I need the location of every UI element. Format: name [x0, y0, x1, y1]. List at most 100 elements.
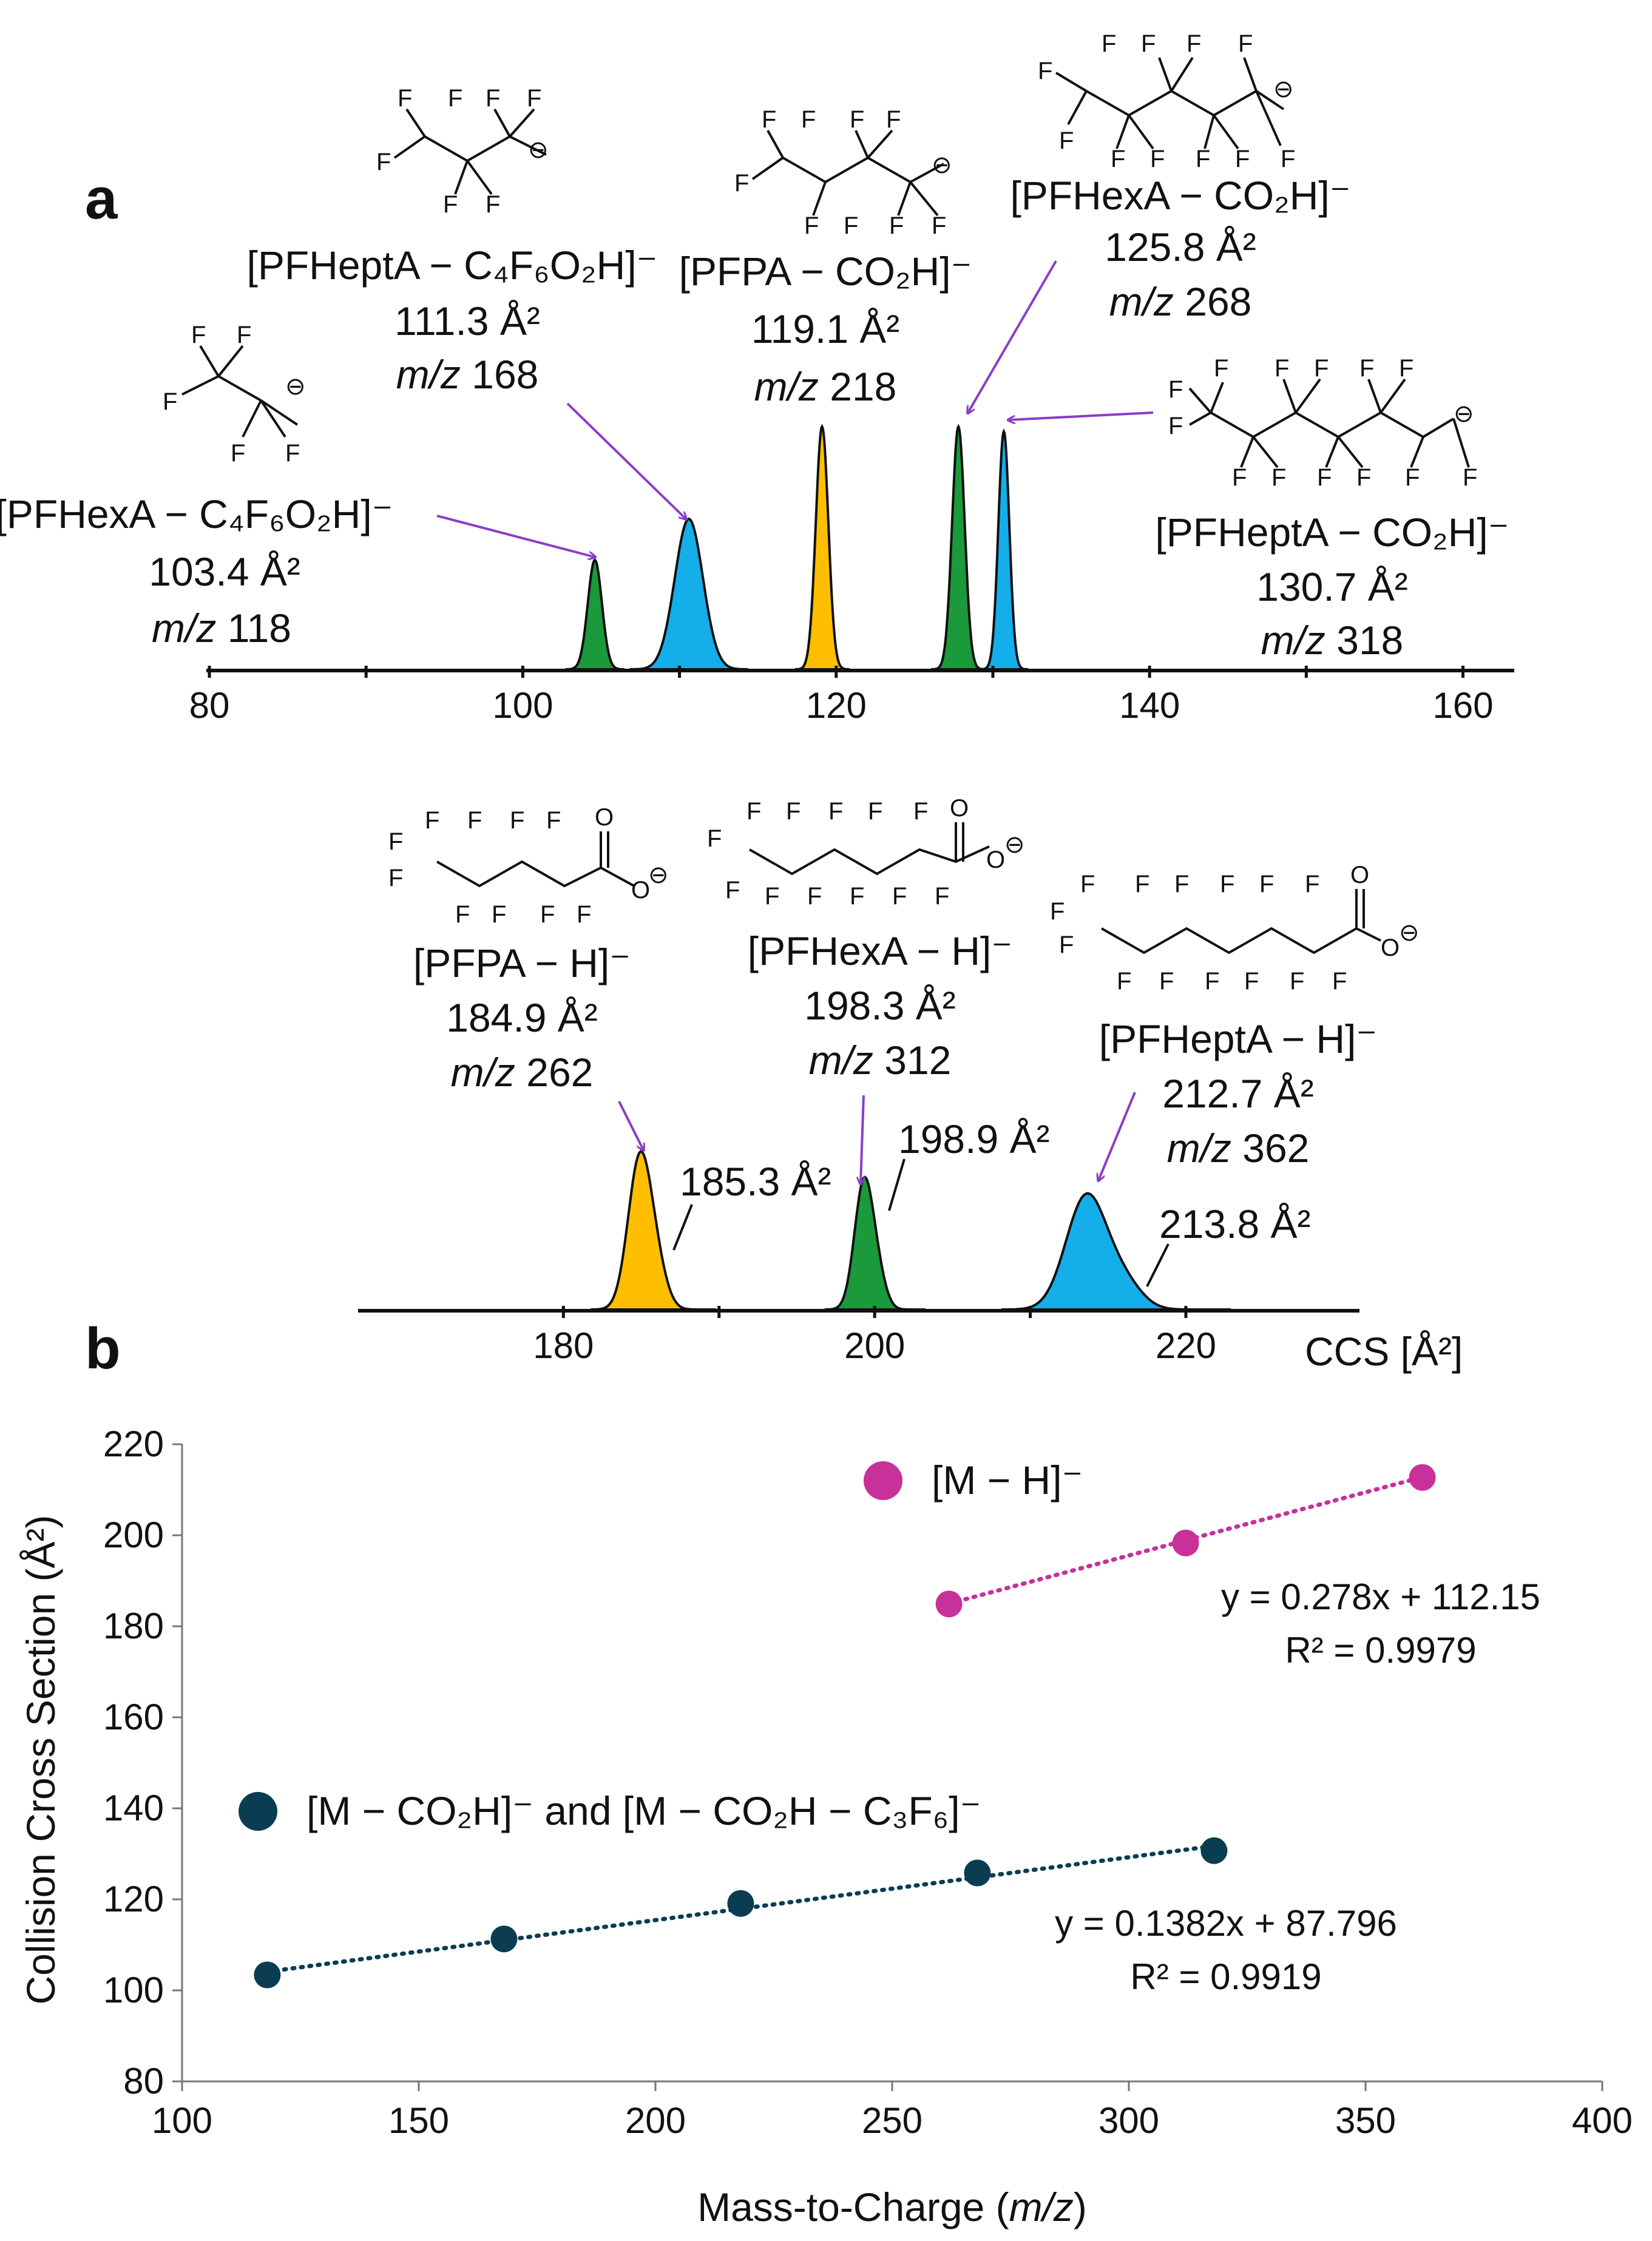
fluorine-atom: F: [913, 798, 928, 825]
fluorine-atom: F: [1332, 968, 1347, 995]
bond: [1282, 379, 1297, 413]
data-point-series-1: [727, 1890, 754, 1917]
ion-label: [PFHeptA − H]⁻: [1099, 1016, 1378, 1061]
mz-label: m/z 168: [396, 352, 539, 397]
scatter-points: [254, 1464, 1436, 1989]
bond: [1213, 114, 1239, 150]
shoulder-label: 198.9 Å²: [898, 1117, 1050, 1161]
x-tick-label: 200: [625, 2100, 686, 2141]
fluorine-atom: F: [1314, 355, 1329, 382]
x-tick-label: 180: [533, 1325, 594, 1366]
data-point-series-1: [964, 1859, 991, 1887]
arrow-pfhepta-frag: [566, 402, 686, 519]
r2-m-h: R² = 0.9979: [1285, 1630, 1476, 1671]
anion-charge: ⊖: [932, 152, 952, 178]
y-tick-label: 220: [103, 1424, 164, 1464]
data-point-series-0: [1409, 1464, 1436, 1491]
bond: [493, 109, 511, 137]
fluorine-atom: F: [1102, 30, 1116, 57]
anion-charge: ⊖: [1004, 831, 1025, 858]
x-tick-label: 160: [1432, 685, 1493, 726]
bond: [1337, 436, 1364, 468]
annotation-pfhexa-co2h: [PFHexA − CO₂H]⁻ 125.8 Å² m/z 268: [1010, 173, 1350, 324]
bond: [1252, 436, 1279, 468]
fluorine-atom: F: [486, 85, 500, 112]
fluorine-atom: F: [1271, 464, 1286, 491]
legend-marker-m-co2h: [239, 1792, 277, 1831]
arrow-pfhexa-h: [861, 1095, 864, 1183]
mz-label: m/z 268: [1109, 279, 1252, 324]
structure-pfpa: [436, 831, 635, 888]
fluorine-atom: F: [1214, 355, 1228, 382]
ccs-label: 130.7 Å²: [1256, 564, 1408, 609]
legend-label-m-co2h: [M − CO₂H]⁻ and [M − CO₂H − C₃F₆]⁻: [306, 1788, 981, 1833]
top-arrows: [436, 260, 1154, 557]
leader-213: [1146, 1243, 1170, 1287]
leader-198: [888, 1158, 906, 1211]
fluorine-atom: F: [1141, 30, 1156, 57]
fluorine-atom: F: [707, 825, 722, 852]
structure-pfpa-atoms: F F F F F F F F F F O O ⊖: [388, 804, 669, 928]
bond: [751, 157, 784, 180]
ion-label: [PFHexA − H]⁻: [748, 928, 1012, 973]
fluorine-atom: F: [1080, 871, 1095, 897]
x-tick-label: 140: [1119, 685, 1180, 726]
fluorine-atom: F: [765, 883, 779, 910]
fluorine-atom: F: [828, 798, 843, 825]
fluorine-atom: F: [1168, 413, 1183, 439]
bond: [1255, 90, 1282, 146]
y-tick-label: 140: [103, 1788, 164, 1828]
structure-c5f11-atoms: F F F F F F F F F F F ⊖: [1038, 30, 1295, 172]
fluorine-atom: F: [455, 901, 470, 928]
bond: [181, 375, 219, 396]
oxygen-atom: O: [1381, 935, 1400, 961]
ccs-label: 198.3 Å²: [804, 983, 956, 1028]
trendlines: [265, 1475, 1425, 1974]
x-axis-ticks: 100 150 200 250 300 350 400: [152, 2081, 1633, 2141]
arrow-pfhepta-h: [1099, 1092, 1136, 1180]
structure-pfhexa-atoms: F F F F F F F F F F F F O O ⊖: [707, 795, 1025, 910]
fluorine-atom: F: [546, 807, 561, 834]
fluorine-atom: F: [1244, 968, 1259, 995]
peaks-top: [565, 424, 1029, 671]
oxygen-atom: O: [986, 847, 1005, 873]
bond: [242, 400, 262, 438]
bond: [1203, 115, 1215, 149]
annotation-pfhexa-frag: [PFHexA − C₄F₆O₂H]⁻ 103.4 Å² m/z 118: [0, 492, 393, 651]
mz-label: m/z 262: [451, 1050, 594, 1095]
legend-label-m-h: [M − H]⁻: [932, 1458, 1083, 1502]
arrow-pfhexa-frag: [436, 515, 595, 557]
fluorine-atom: F: [734, 170, 749, 197]
arrow-pfhexa-co2h: [968, 260, 1057, 413]
bond: [199, 345, 220, 377]
fluorine-atom: F: [850, 883, 864, 910]
anion-charge: ⊖: [1454, 401, 1474, 427]
fluorine-atom: F: [868, 798, 882, 825]
bond: [405, 108, 426, 138]
data-point-series-1: [1200, 1837, 1228, 1864]
ccs-label: 184.9 Å²: [446, 995, 598, 1040]
fluorine-atom: F: [1305, 871, 1319, 897]
r2-m-co2h: R² = 0.9919: [1130, 1956, 1321, 1997]
equation-m-co2h: y = 0.1382x + 87.796: [1055, 1903, 1397, 1944]
x-tick-label: 120: [806, 685, 867, 726]
legend-marker-m-h: [864, 1461, 902, 1500]
data-point-series-0: [935, 1590, 963, 1618]
fluorine-atom: F: [1168, 376, 1183, 403]
anion-charge: ⊖: [1399, 919, 1420, 946]
peak-top-3: [930, 424, 987, 671]
x-tick-label: 200: [844, 1325, 905, 1366]
x-tick-label: 250: [862, 2100, 922, 2141]
anion-charge: ⊖: [528, 137, 549, 163]
bond: [867, 129, 893, 159]
fluorine-atom: F: [237, 322, 251, 348]
oxygen-atom: O: [631, 877, 650, 904]
bond: [1128, 114, 1154, 150]
ccs-axis-label: CCS [Å²]: [1305, 1329, 1463, 1374]
bond: [393, 135, 426, 159]
fluorine-atom: F: [1275, 355, 1289, 382]
x-tick-label: 300: [1099, 2100, 1159, 2141]
bond: [1210, 382, 1224, 413]
fluorine-atom: F: [577, 901, 591, 928]
bond-chain: [424, 135, 547, 163]
